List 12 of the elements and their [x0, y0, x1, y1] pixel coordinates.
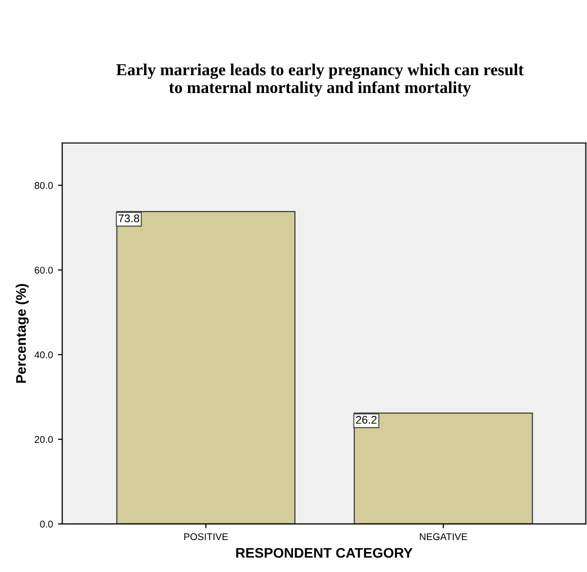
y-tick-label: 0.0 — [40, 520, 53, 528]
y-tick-label: 80.0 — [34, 182, 53, 189]
x-tick-label: POSITIVE — [184, 533, 228, 540]
y-tick-label: 20.0 — [34, 436, 53, 443]
y-tick-label: 40.0 — [34, 351, 53, 358]
data-label: 73.8 — [118, 214, 140, 222]
y-tick-label: 60.0 — [34, 266, 53, 274]
x-axis-title: RESPONDENT CATEGORY — [236, 548, 413, 558]
chart-title: Early marriage leads to early pregnancy which can result to maternal mortality and infant mortality — [116, 64, 524, 97]
y-axis-title: Percentage (%) — [16, 284, 29, 383]
x-tick-label: NEGATIVE — [420, 533, 468, 540]
data-label: 26.2 — [356, 416, 377, 424]
